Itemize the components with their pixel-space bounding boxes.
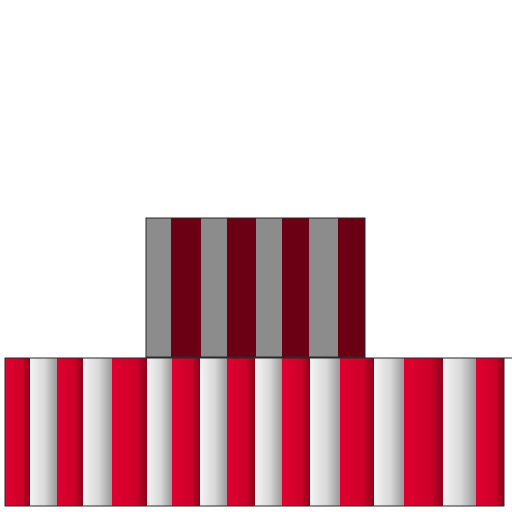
lower-stripe-red [112, 358, 147, 506]
lower-stripe-red [172, 358, 200, 506]
lower-stripe-red [5, 358, 30, 506]
lower-stripe-red [227, 358, 255, 506]
lower-stripe-silver [255, 358, 282, 506]
upper-stripe-grey [256, 218, 282, 357]
lower-stripe-silver [200, 358, 227, 506]
lower-stripe-red [340, 358, 374, 506]
lower-stripe-silver [374, 358, 404, 506]
upper-stripe-dark-red [171, 218, 201, 357]
upper-stripe-grey [309, 218, 338, 357]
lower-stripe-red [476, 358, 504, 506]
upper-striped-block [145, 217, 366, 358]
upper-stripe-dark-red [282, 218, 309, 357]
lower-stripe-red [57, 358, 83, 506]
lower-stripe-red [282, 358, 310, 506]
lower-stripe-silver [30, 358, 57, 506]
upper-stripe-dark-red [338, 218, 365, 357]
upper-block-outline [145, 217, 366, 358]
lower-stripe-silver [310, 358, 340, 506]
lower-stripe-red [404, 358, 443, 506]
upper-stripe-grey [201, 218, 227, 357]
lower-stripe-silver [443, 358, 476, 506]
upper-stripe-grey [146, 218, 171, 357]
upper-stripe-dark-red [227, 218, 256, 357]
lower-stripe-silver [147, 358, 172, 506]
lower-striped-block [4, 357, 505, 507]
lower-stripe-silver [83, 358, 112, 506]
